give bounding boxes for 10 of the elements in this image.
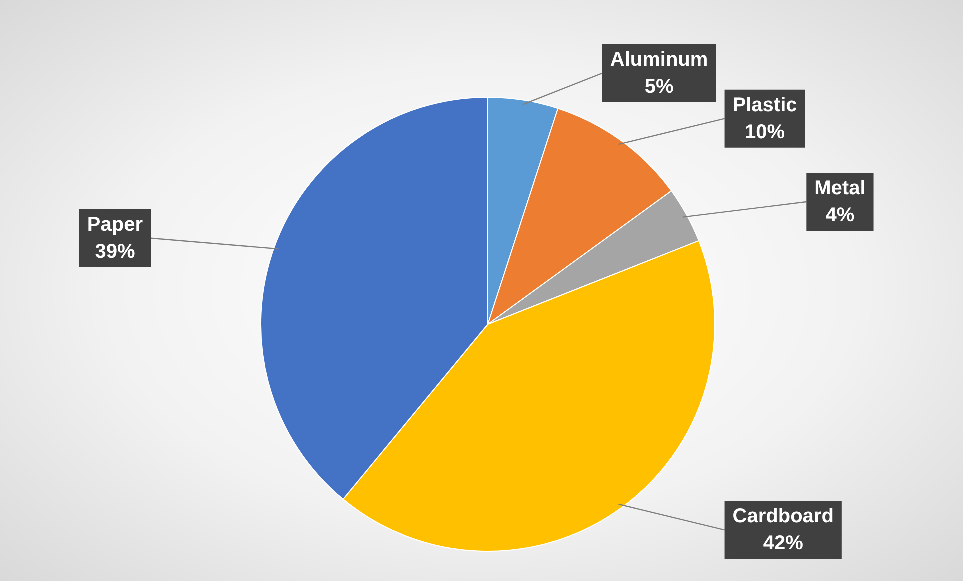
slice-label: Cardboard: [732, 506, 834, 528]
data-label: 39%: [95, 240, 136, 263]
data-label: 4%: [826, 204, 855, 227]
slice-label: Plastic: [732, 94, 798, 116]
data-label: 10%: [745, 121, 786, 144]
slice-label: Paper: [87, 214, 144, 236]
slice-label: Aluminum: [610, 48, 708, 71]
slice-label: Metal: [814, 178, 866, 200]
data-label: 5%: [644, 76, 674, 98]
data-label: 42%: [763, 532, 804, 555]
